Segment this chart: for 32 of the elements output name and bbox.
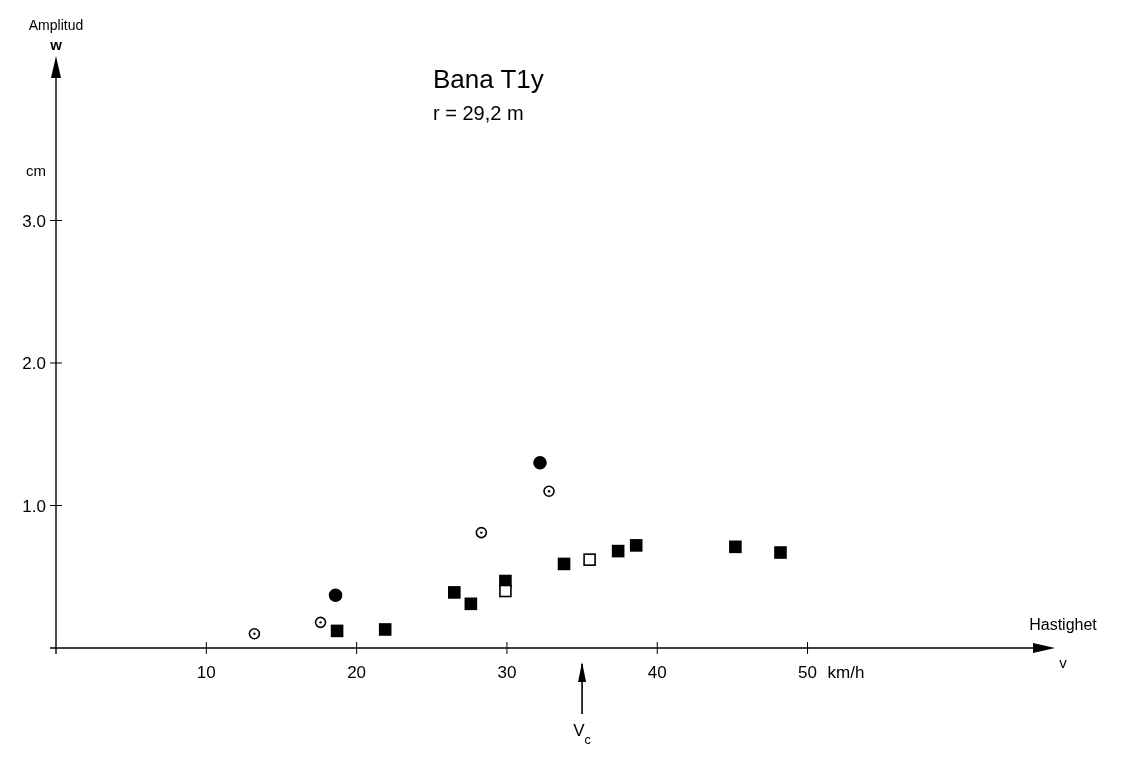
point	[328, 588, 343, 603]
point	[499, 584, 512, 598]
point	[543, 485, 555, 498]
point	[583, 553, 596, 566]
point	[248, 627, 261, 640]
point	[475, 526, 488, 539]
point	[729, 540, 742, 554]
y-tick-label: 2.0	[22, 354, 46, 373]
x-tick-label: 40	[647, 663, 667, 682]
point	[629, 539, 643, 552]
text: r = 29,2 m	[433, 102, 524, 124]
chart-title: Bana T1y	[433, 64, 544, 94]
point	[557, 557, 571, 571]
point	[330, 624, 344, 638]
point	[774, 546, 787, 559]
point	[448, 586, 461, 599]
x-tick-label: 50	[798, 663, 817, 682]
point	[533, 455, 547, 470]
point	[314, 616, 327, 629]
x-tick-label: 30	[497, 663, 517, 682]
point	[378, 623, 392, 636]
text: cm	[26, 161, 46, 179]
text: Hastighet v	[1029, 616, 1097, 671]
y-tick-label: 1.0	[22, 496, 46, 516]
ref-line-label: V$_{c}$	[573, 721, 592, 747]
x-tick-label: 10	[196, 663, 216, 682]
point	[464, 597, 478, 611]
point	[611, 544, 625, 558]
x-tick-label: 20	[347, 663, 367, 682]
text: km/h	[827, 663, 865, 682]
y-tick-label: 3.0	[22, 211, 46, 231]
y-axis-title: Amplitud w	[28, 17, 84, 53]
